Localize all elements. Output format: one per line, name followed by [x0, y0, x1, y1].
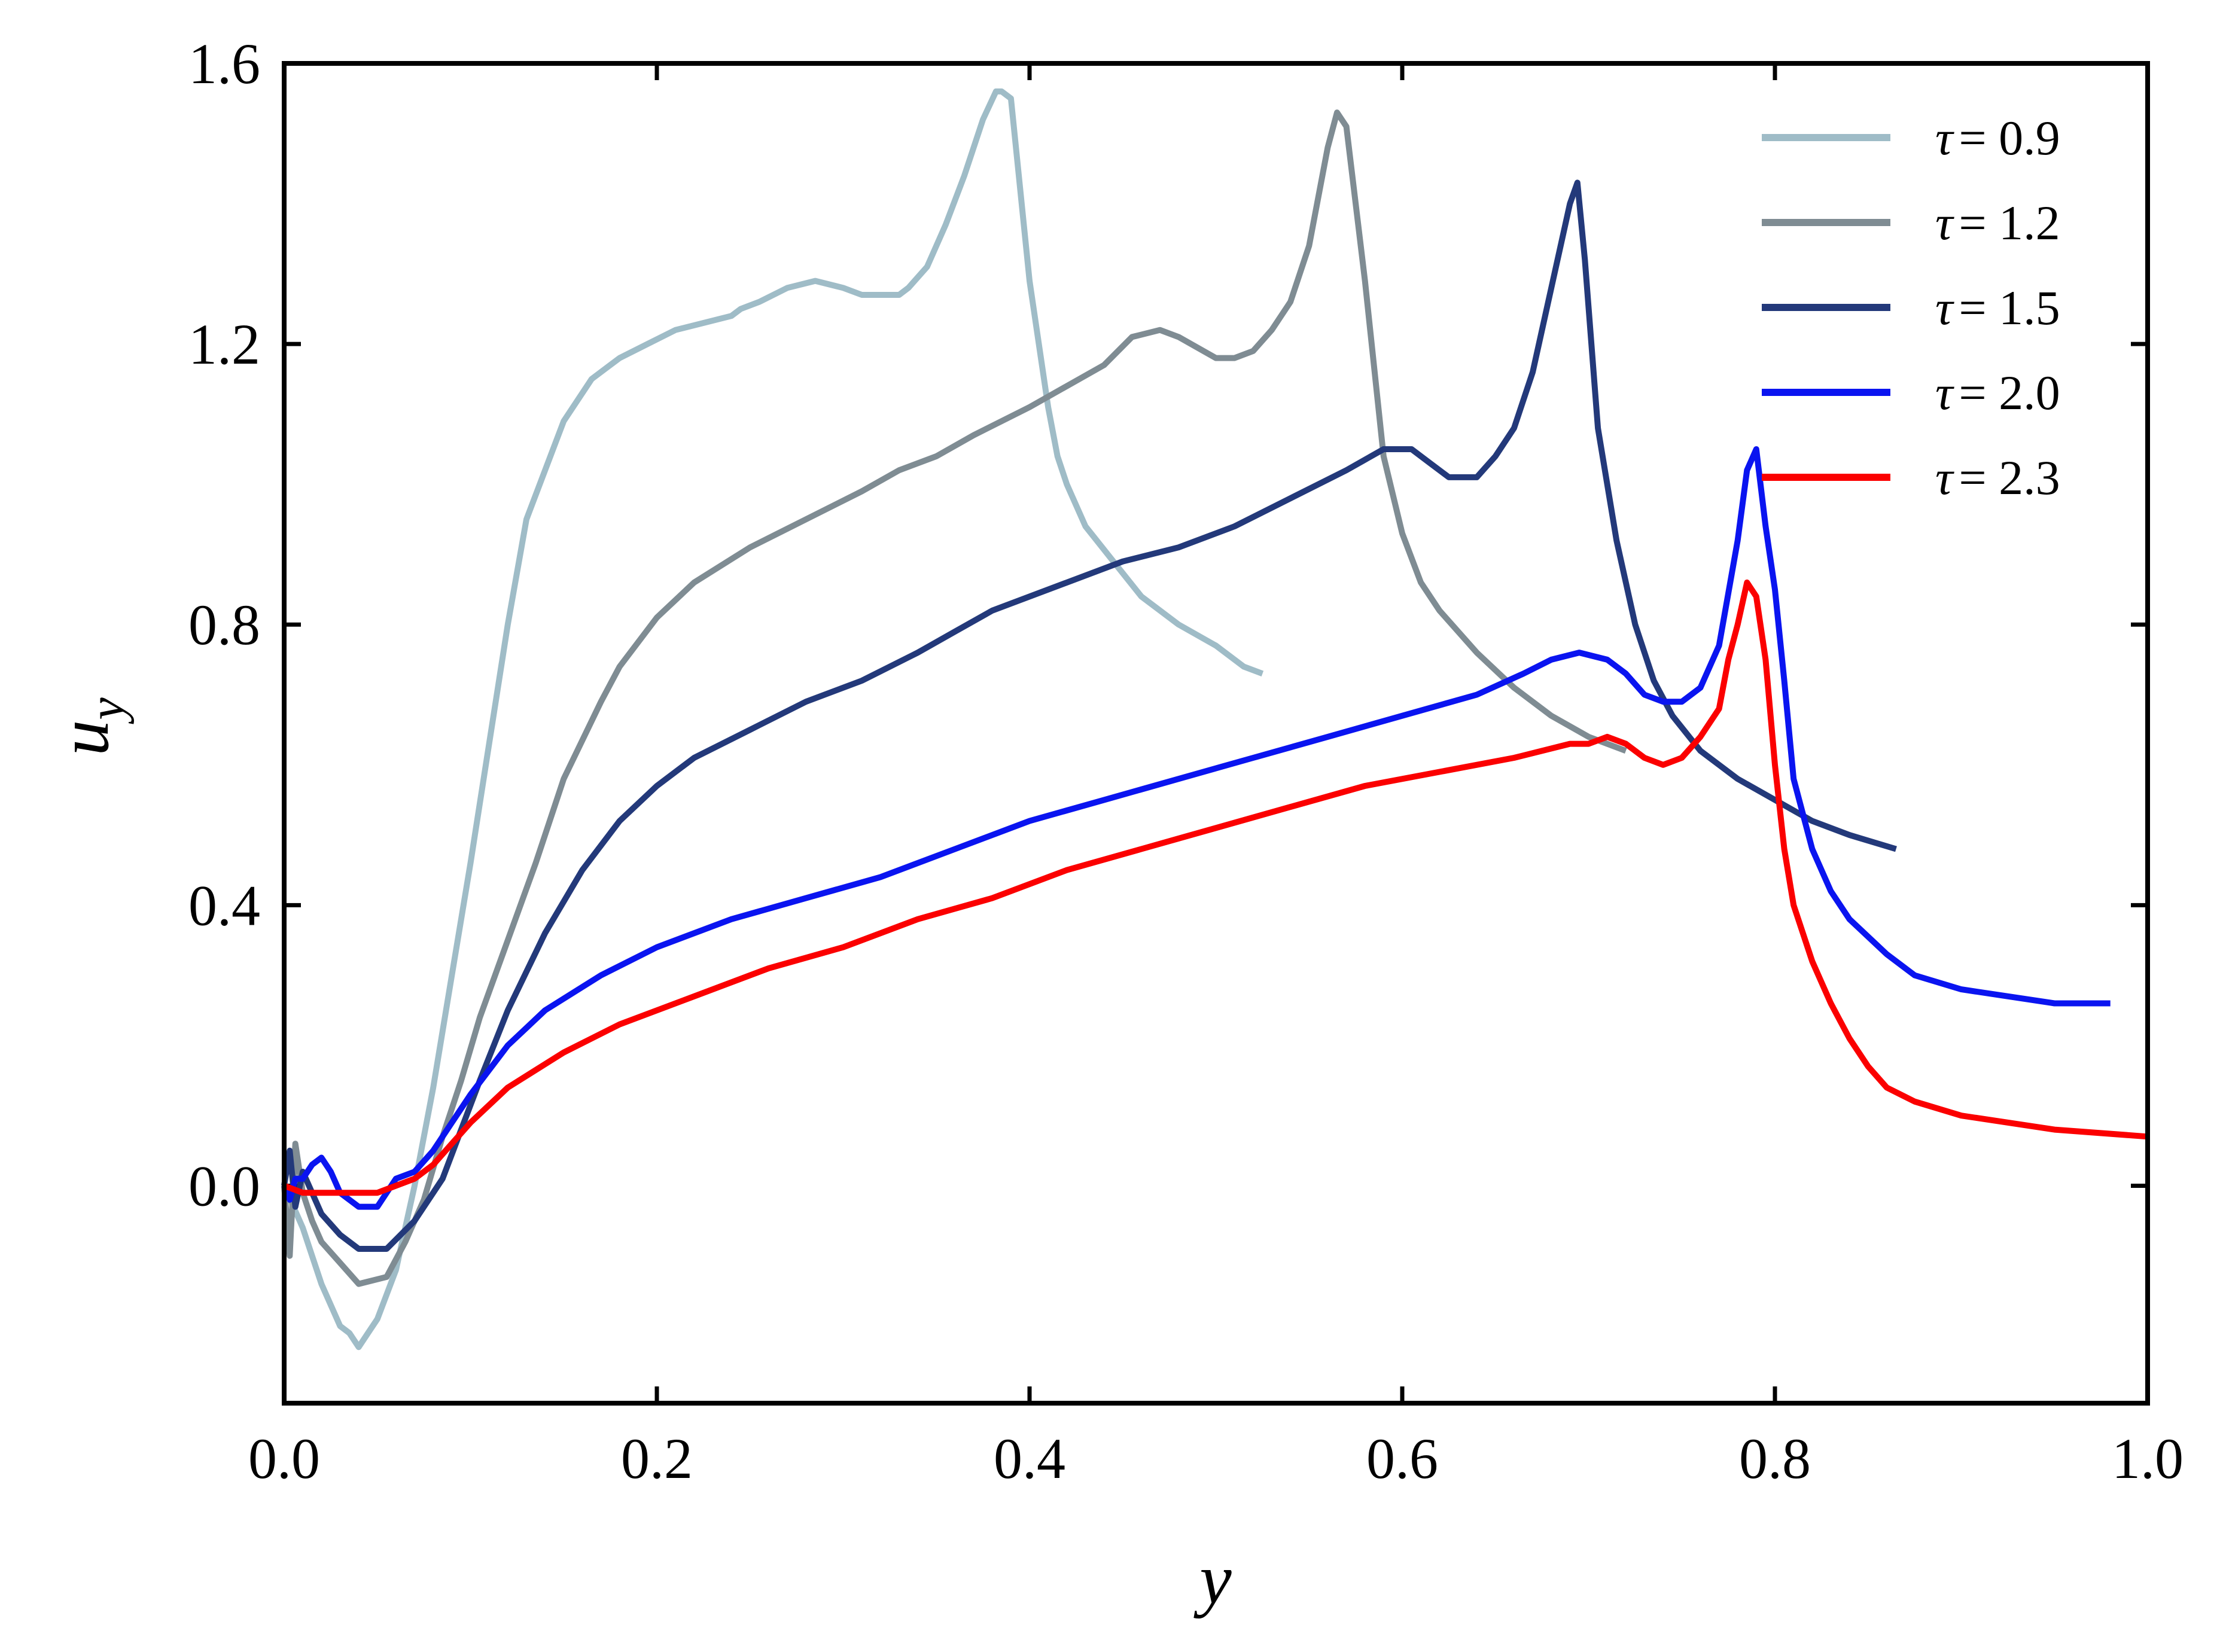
legend-label-1: τ = 1.2 — [1935, 196, 2060, 250]
legend-symbol: τ — [1935, 281, 1954, 335]
y-tick-label: 0.4 — [188, 873, 260, 937]
legend-value: = 2.3 — [1959, 450, 2060, 505]
legend-value: = 1.5 — [1959, 281, 2060, 335]
x-tick-label: 0.6 — [1366, 1427, 1438, 1491]
legend-symbol: τ — [1935, 365, 1954, 420]
y-tick-label: 0.0 — [188, 1154, 260, 1218]
legend-symbol: τ — [1935, 196, 1954, 250]
plot-frame — [282, 61, 2150, 1406]
x-tick-label: 0.8 — [1739, 1427, 1811, 1491]
legend-label-0: τ = 0.9 — [1935, 111, 2060, 165]
data-series — [281, 88, 2148, 1351]
legend-value: = 2.0 — [1959, 365, 2060, 420]
x-tick-label: 0.0 — [248, 1427, 320, 1491]
legend-label-4: τ = 2.3 — [1935, 450, 2060, 505]
y-tick-label: 1.6 — [188, 32, 260, 96]
y-tick-label: 1.2 — [188, 312, 260, 376]
series-line-3 — [281, 446, 2111, 1210]
legend-value: = 1.2 — [1959, 196, 2060, 250]
tick-labels: 0.0 0.2 0.4 0.6 0.8 1.0 0.0 0.4 0.8 1.2 1.6 — [188, 32, 2184, 1491]
x-tick-label: 1.0 — [2112, 1427, 2184, 1491]
series-line-1 — [281, 109, 1627, 1287]
y-axis-title: uy — [44, 697, 135, 756]
legend-label-2: τ = 1.5 — [1935, 281, 2060, 335]
y-axis-title-main: u — [44, 720, 123, 756]
x-axis-title: y — [1193, 1539, 1232, 1619]
x-tick-label: 0.4 — [994, 1427, 1065, 1491]
series-line-2 — [281, 179, 1897, 1252]
y-axis-title-subscript: y — [79, 697, 135, 725]
y-tick-label: 0.8 — [188, 593, 260, 657]
legend-label-3: τ = 2.0 — [1935, 365, 2060, 420]
legend: τ = 0.9τ = 1.2τ = 1.5τ = 2.0τ = 2.3 — [1762, 111, 2060, 505]
legend-symbol: τ — [1935, 111, 1954, 165]
series-line-0 — [281, 88, 1264, 1351]
legend-symbol: τ — [1935, 450, 1954, 505]
legend-value: = 0.9 — [1959, 111, 2060, 165]
x-tick-label: 0.2 — [621, 1427, 693, 1491]
series-line-4 — [283, 579, 2148, 1196]
